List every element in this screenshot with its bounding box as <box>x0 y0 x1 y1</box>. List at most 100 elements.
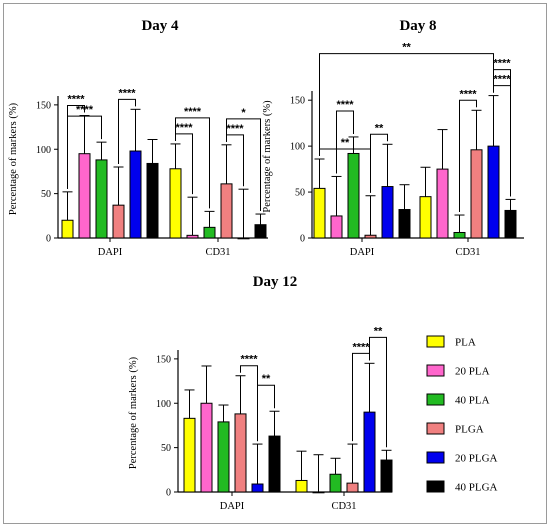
significance-label: **** <box>493 58 511 70</box>
significance-bracket <box>226 118 261 212</box>
bar-40-plga-cd31 <box>254 224 267 239</box>
bar-pla-cd31 <box>169 168 182 239</box>
y-tick-label: 50 <box>295 188 305 199</box>
bar-plga-dapi <box>112 204 125 239</box>
bar-20-plga-cd31 <box>237 237 250 240</box>
significance-bracket <box>175 117 210 209</box>
legend-label: PLGA <box>455 424 484 436</box>
significance-label: **** <box>118 87 136 99</box>
y-tick-label: 0 <box>166 488 171 499</box>
bar-plga-dapi <box>234 413 247 493</box>
significance-label: ** <box>374 325 383 337</box>
panel-title: Day 4 <box>141 18 179 34</box>
significance-label: **** <box>240 354 258 366</box>
legend-label: PLA <box>455 337 476 349</box>
panel-title: Day 12 <box>253 274 298 290</box>
bar-40-plga-cd31 <box>504 209 517 239</box>
bar-20-pla-dapi <box>330 215 343 239</box>
significance-label: **** <box>175 122 193 134</box>
y-tick-label: 0 <box>300 234 305 245</box>
bar-40-plga-cd31 <box>380 459 393 493</box>
bar-40-plga-dapi <box>268 435 281 493</box>
significance-label: **** <box>352 341 370 353</box>
x-tick-label-cd31: CD31 <box>205 247 230 258</box>
bar-plga-cd31 <box>346 482 359 493</box>
significance-label: **** <box>67 94 85 106</box>
bar-plga-cd31 <box>220 183 233 239</box>
significance-label: ** <box>375 122 384 134</box>
x-tick-label-cd31: CD31 <box>455 247 480 258</box>
panel-1: Day 8 0 50 100 150 Percentage of markers (%) D… <box>262 18 524 258</box>
panel-2: Day 12 0 50 100 150 Percentage of markers (%)… <box>128 274 393 512</box>
bar-20-plga-dapi <box>381 186 394 239</box>
bar-pla-dapi <box>183 417 196 493</box>
bar-20-pla-cd31 <box>436 168 449 239</box>
significance-label: **** <box>459 88 477 100</box>
bar-40-pla-cd31 <box>329 473 342 493</box>
legend-label: 20 PLA <box>455 366 490 378</box>
bar-20-plga-dapi <box>251 483 264 493</box>
bar-plga-dapi <box>364 234 377 239</box>
significance-label: **** <box>76 104 94 116</box>
legend-label: 40 PLGA <box>455 482 498 494</box>
y-axis-label: Percentage of markers (%) <box>262 100 273 213</box>
legend-swatch-plga <box>426 422 445 435</box>
significance-label: ** <box>262 373 271 385</box>
bar-pla-dapi <box>313 187 326 239</box>
bar-40-plga-dapi <box>146 162 159 239</box>
significance-bracket <box>67 115 102 189</box>
significance-label: **** <box>226 123 244 135</box>
significance-label: ** <box>341 137 350 149</box>
y-tick-label: 50 <box>161 443 171 454</box>
bar-40-pla-cd31 <box>453 231 466 239</box>
x-tick-label-dapi: DAPI <box>350 247 375 258</box>
bar-20-pla-cd31 <box>312 491 325 494</box>
significance-label: **** <box>493 74 511 86</box>
bar-pla-cd31 <box>295 479 308 493</box>
legend-label: 40 PLA <box>455 395 490 407</box>
significance-bracket <box>118 98 136 164</box>
y-tick-label: 150 <box>290 96 305 107</box>
legend: PLA 20 PLA 40 PLA PLGA 20 PLGA 40 PLGA <box>426 335 498 494</box>
panel-0: Day 4 0 50 100 150 Percentage of markers (%) D… <box>8 18 268 258</box>
y-tick-label: 100 <box>156 399 171 410</box>
bar-pla-cd31 <box>419 196 432 239</box>
significance-label: **** <box>184 106 202 118</box>
significance-bracket <box>336 110 354 174</box>
y-axis-label: Percentage of markers (%) <box>8 102 19 215</box>
x-tick-label-cd31: CD31 <box>331 501 356 512</box>
significance-bracket <box>369 336 387 448</box>
legend-label: 20 PLGA <box>455 453 498 465</box>
bar-20-plga-cd31 <box>487 145 500 239</box>
y-tick-label: 50 <box>41 189 51 200</box>
legend-swatch-20-pla <box>426 364 445 377</box>
bar-40-plga-dapi <box>398 209 411 239</box>
legend-swatch-pla <box>426 335 445 348</box>
significance-bracket <box>319 148 371 193</box>
bar-40-pla-dapi <box>217 421 230 493</box>
legend-swatch-20-plga <box>426 451 445 464</box>
significance-label: **** <box>336 99 354 111</box>
y-axis-label: Percentage of markers (%) <box>128 356 139 469</box>
legend-swatch-40-plga <box>426 480 445 493</box>
legend-swatch-40-pla <box>426 393 445 406</box>
figure-frame <box>3 3 547 524</box>
bar-pla-dapi <box>61 219 74 239</box>
y-tick-label: 150 <box>156 354 171 365</box>
x-tick-label-dapi: DAPI <box>220 501 245 512</box>
y-tick-label: 100 <box>36 145 51 156</box>
y-tick-label: 100 <box>290 142 305 153</box>
bar-20-plga-dapi <box>129 150 142 239</box>
significance-bracket <box>370 133 388 193</box>
panel-title: Day 8 <box>399 18 436 34</box>
significance-bracket <box>226 134 244 187</box>
significance-bracket <box>459 99 477 213</box>
y-tick-label: 150 <box>36 100 51 111</box>
bar-20-plga-cd31 <box>363 411 376 493</box>
x-tick-label-dapi: DAPI <box>98 247 123 258</box>
significance-bracket <box>493 69 511 197</box>
y-tick-label: 0 <box>46 234 51 245</box>
bar-40-pla-dapi <box>95 159 108 239</box>
